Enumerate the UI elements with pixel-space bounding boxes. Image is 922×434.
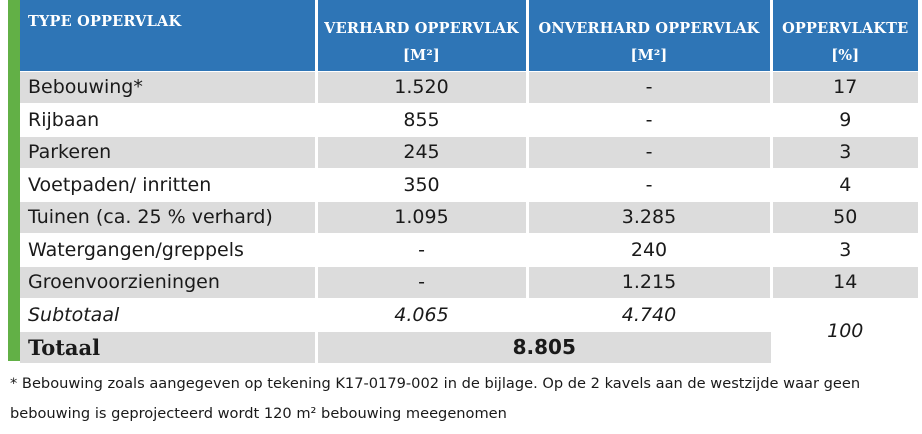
row-pct: 4 (771, 168, 918, 201)
table-header-row: TYPE OPPERVLAK VERHARD OPPERVLAK [M²] ON… (20, 0, 918, 71)
row-onverhard: 3.285 (527, 200, 773, 234)
header-verhard-label: VERHARD OPPERVLAK (324, 19, 519, 37)
header-oppervlakte-label: OPPERVLAKTE (782, 19, 909, 37)
row-verhard: - (316, 233, 529, 266)
header-oppervlakte-unit: [%] (831, 46, 860, 64)
total-row: Totaal 8.805 (20, 330, 918, 363)
row-verhard: 1.095 (316, 200, 529, 234)
row-pct: 3 (771, 135, 918, 169)
header-onverhard-unit: [M²] (630, 46, 668, 64)
header-oppervlakte: OPPERVLAKTE [%] (771, 0, 918, 71)
footnote: * Bebouwing zoals aangegeven op tekening… (10, 375, 861, 422)
row-verhard: 245 (316, 135, 529, 169)
total-label: Totaal (20, 330, 318, 363)
subtotal-verhard: 4.065 (316, 298, 529, 331)
header-verhard: VERHARD OPPERVLAK [M²] (316, 0, 529, 71)
row-pct: 17 (771, 70, 918, 104)
row-label: Tuinen (ca. 25 % verhard) (20, 200, 318, 234)
row-label: Bebouwing* (20, 70, 318, 104)
subtotal-onverhard: 4.740 (527, 298, 773, 331)
total-pct: 100 (771, 298, 918, 363)
header-type-label: TYPE OPPERVLAK (28, 13, 182, 30)
accent-bar (8, 0, 20, 361)
row-pct: 50 (771, 200, 918, 234)
row-label: Rijbaan (20, 103, 318, 136)
header-onverhard: ONVERHARD OPPERVLAK [M²] (527, 0, 773, 71)
row-onverhard: - (527, 103, 773, 136)
row-pct: 3 (771, 233, 918, 266)
row-onverhard: 1.215 (527, 265, 773, 299)
row-label: Groenvoorzieningen (20, 265, 318, 299)
row-pct: 9 (771, 103, 918, 136)
table-row: Watergangen/greppels - 240 3 (20, 233, 918, 266)
row-onverhard: - (527, 168, 773, 201)
subtotal-row: Subtotaal 4.065 4.740 100 (20, 298, 918, 363)
row-label: Parkeren (20, 135, 318, 169)
row-label: Voetpaden/ inritten (20, 168, 318, 201)
subtotal-label: Subtotaal (20, 298, 318, 331)
table-row: Tuinen (ca. 25 % verhard) 1.095 3.285 50 (20, 200, 918, 234)
row-onverhard: - (527, 135, 773, 169)
header-verhard-unit: [M²] (403, 46, 440, 64)
row-verhard: 1.520 (316, 70, 529, 104)
table-row: Bebouwing* 1.520 - 17 (20, 70, 918, 104)
row-label: Watergangen/greppels (20, 233, 318, 266)
row-verhard: 855 (316, 103, 529, 136)
row-onverhard: 240 (527, 233, 773, 266)
row-verhard: 350 (316, 168, 529, 201)
surface-table: TYPE OPPERVLAK VERHARD OPPERVLAK [M²] ON… (20, 0, 918, 363)
table-row: Groenvoorzieningen - 1.215 14 (20, 265, 918, 299)
row-verhard: - (316, 265, 529, 299)
table-row: Parkeren 245 - 3 (20, 135, 918, 169)
header-onverhard-label: ONVERHARD OPPERVLAK (538, 19, 760, 37)
table-row: Voetpaden/ inritten 350 - 4 (20, 168, 918, 201)
table-row: Rijbaan 855 - 9 (20, 103, 918, 136)
total-value: 8.805 (316, 330, 771, 363)
header-type: TYPE OPPERVLAK (20, 0, 318, 71)
row-onverhard: - (527, 70, 773, 104)
row-pct: 14 (771, 265, 918, 299)
